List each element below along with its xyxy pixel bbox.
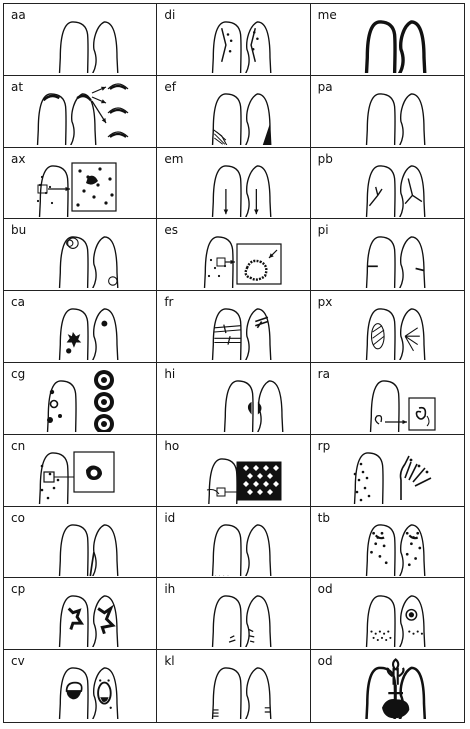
symbol-code: pi: [317, 223, 329, 238]
symbol-cell: tb: [310, 507, 464, 579]
symbol-code: at: [11, 79, 24, 94]
symbol-cell: fr: [157, 291, 311, 363]
symbol-code: ra: [317, 367, 330, 381]
symbol-code: ca: [11, 295, 25, 310]
symbol-code: px: [317, 295, 333, 310]
symbol-code: ho: [164, 438, 180, 453]
symbol-cell: pb: [310, 148, 464, 220]
lungs-cancer-icon: [28, 294, 150, 363]
lungs-mesothelioma-icon: [335, 7, 457, 75]
symbol-code: me: [317, 8, 337, 22]
symbol-cell: ef: [157, 75, 311, 148]
symbol-code: pb: [317, 151, 333, 166]
lungs-plate-atelectasis-icon: [335, 79, 457, 147]
heart-lungs-icon: [335, 653, 457, 722]
symbol-code: aa: [11, 8, 26, 22]
symbol-cell: ih: [157, 578, 311, 651]
lungs-cavity-icon: [28, 653, 150, 722]
lungs-bullae-icon: [28, 222, 150, 291]
symbol-cell: hi: [157, 363, 311, 435]
lungs-apical-thickening-icon: [28, 79, 150, 147]
symbol-code: tb: [317, 510, 330, 525]
lungs-kerley-lines-icon: [181, 653, 303, 722]
lungs-parenchymal-bands-icon: [335, 151, 457, 219]
lungs-pleural-interlobar-icon: [335, 222, 457, 291]
symbol-cell: ra: [310, 363, 464, 435]
lungs-ill-defined-heart-icon: [181, 581, 303, 650]
symbol-table: aa di me at ef pa ax em pb bu es pi ca fr px cg hi ra cn ho…: [3, 3, 465, 723]
symbol-code: co: [11, 510, 25, 525]
symbol-code: od: [317, 654, 333, 669]
symbol-code: di: [164, 8, 176, 22]
symbol-code: rp: [317, 438, 331, 453]
lungs-effusion-icon: [181, 79, 303, 147]
symbol-cell: aa: [4, 4, 158, 76]
symbol-code: ih: [164, 582, 176, 597]
symbol-cell: od: [311, 650, 464, 722]
symbol-code: fr: [164, 295, 174, 310]
symbol-code: ef: [164, 79, 176, 94]
lung-eggshell-icon: [181, 222, 303, 291]
lung-rounded-atelectasis-icon: [335, 366, 457, 434]
lungs-diaphragm-icon: [181, 7, 303, 75]
symbol-cell: pi: [310, 219, 464, 292]
symbol-cell: pa: [310, 76, 464, 148]
symbol-cell: cn: [4, 434, 158, 507]
lungs-tuberculosis-icon: [335, 510, 457, 578]
symbol-code: kl: [164, 654, 175, 669]
symbol-code: cn: [11, 438, 26, 453]
symbol-cell: at: [4, 75, 158, 148]
symbol-cell: es: [157, 219, 311, 292]
symbol-cell: id: [157, 506, 311, 579]
symbol-code: cp: [11, 582, 26, 597]
lung-coalescence-icon: [28, 151, 150, 219]
lungs-pneumothorax-icon: [335, 294, 457, 363]
symbol-cell: em: [157, 147, 311, 220]
lungs-cardiac-contour-icon: [28, 510, 150, 578]
symbol-code: cv: [11, 654, 25, 669]
symbol-code: es: [164, 223, 178, 238]
lung-calcification-icon: [28, 438, 150, 506]
symbol-cell: di: [157, 4, 311, 76]
lungs-cor-pulmonale-icon: [28, 581, 150, 650]
symbol-cell: kl: [157, 650, 311, 722]
symbol-cell: me: [310, 4, 464, 76]
symbol-cell: bu: [4, 219, 158, 292]
lungs-normal-icon: [28, 7, 150, 75]
symbol-code: cg: [11, 367, 26, 381]
lungs-emphysema-icon: [181, 151, 303, 219]
lungs-ill-defined-diaphragm-icon: [181, 510, 303, 578]
symbol-cell: rp: [310, 435, 464, 507]
lungs-rib-fracture-icon: [181, 294, 303, 363]
symbol-code: em: [164, 151, 184, 166]
symbol-code: bu: [11, 223, 27, 238]
symbol-code: ax: [11, 151, 26, 166]
symbol-cell: ca: [4, 291, 158, 363]
symbol-cell: od: [310, 578, 464, 651]
symbol-cell: ho: [157, 434, 311, 507]
symbol-code: id: [164, 510, 176, 525]
lung-rheumatoid-icon: [335, 438, 457, 506]
symbol-code: od: [317, 582, 333, 597]
lung-calcified-granuloma-icon: [28, 366, 150, 434]
symbol-cell: cg: [4, 363, 158, 435]
symbol-cell: cv: [4, 650, 158, 722]
symbol-cell: cp: [4, 578, 158, 651]
symbol-code: pa: [317, 79, 333, 94]
symbol-cell: px: [310, 291, 464, 363]
lungs-other-disease-icon: [335, 581, 457, 650]
symbol-code: hi: [164, 367, 176, 381]
symbol-cell: co: [4, 506, 158, 579]
lungs-hilar-enlargement-icon: [181, 366, 303, 434]
lung-honeycomb-icon: [181, 438, 303, 506]
symbol-cell: ax: [4, 147, 158, 220]
